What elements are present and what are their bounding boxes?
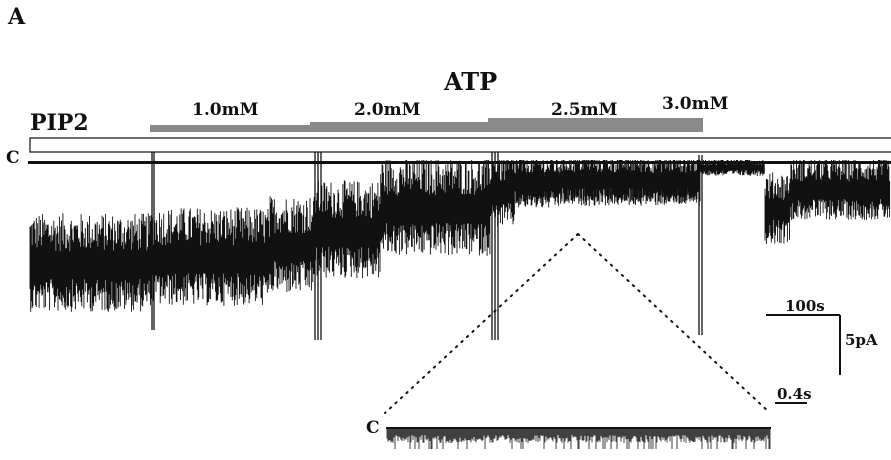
scale-bars bbox=[766, 314, 841, 404]
inset-closed-level-line bbox=[386, 427, 771, 429]
pip2-label: PIP2 bbox=[30, 110, 89, 136]
pip2-application-bar bbox=[29, 137, 891, 153]
closed-level-label: C bbox=[6, 148, 20, 168]
atp-concentration-1: 1.0mM bbox=[192, 100, 259, 120]
atp-concentration-4: 3.0mM bbox=[662, 94, 729, 114]
inset-time-scale-label: 0.4s bbox=[777, 385, 812, 403]
time-scale-label: 100s bbox=[785, 297, 825, 315]
current-scale-label: 5pA bbox=[845, 331, 878, 349]
panel-label: A bbox=[8, 4, 26, 30]
inset-closed-level-label: C bbox=[366, 418, 380, 438]
atp-application-bar bbox=[150, 118, 703, 132]
main-current-trace bbox=[29, 160, 891, 312]
inset-current-trace bbox=[386, 429, 771, 449]
zoom-guides bbox=[384, 233, 771, 414]
atp-concentration-3: 2.5mM bbox=[551, 100, 618, 120]
solution-change-artifacts bbox=[151, 152, 703, 340]
atp-label: ATP bbox=[444, 67, 498, 96]
atp-concentration-2: 2.0mM bbox=[354, 100, 421, 120]
